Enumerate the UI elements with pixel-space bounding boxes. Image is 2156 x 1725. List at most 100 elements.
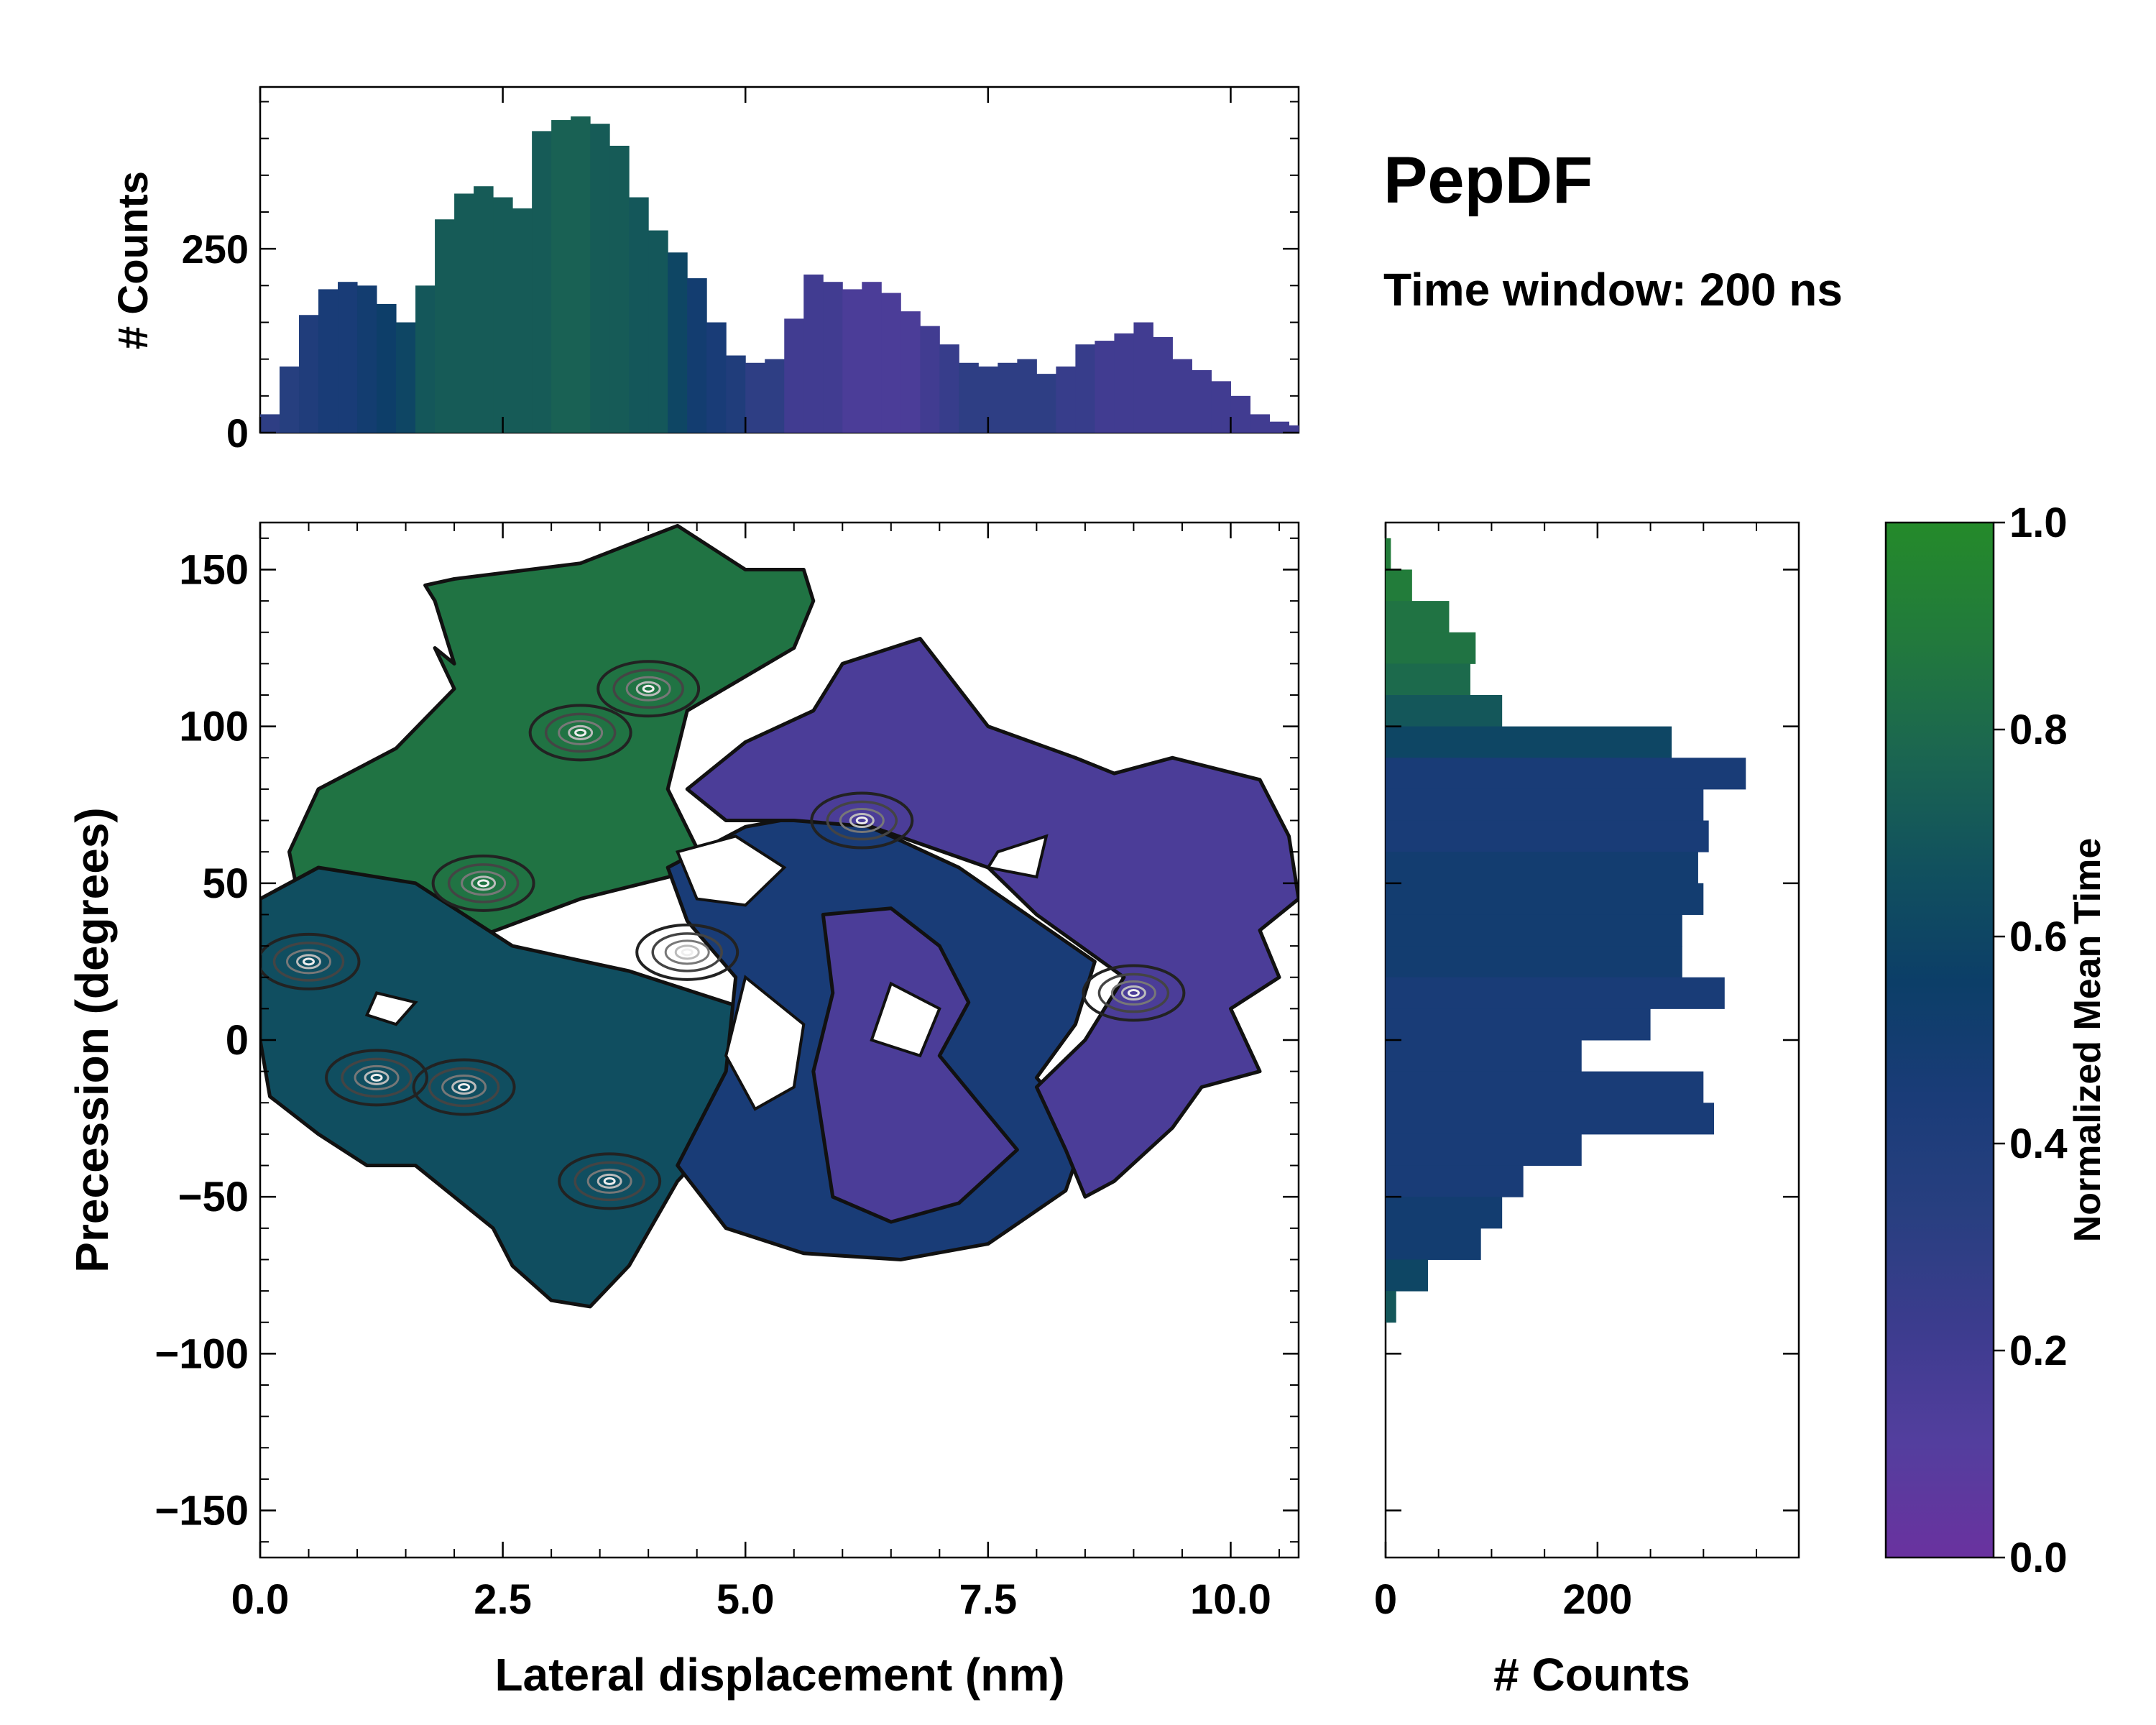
density-contour — [325, 1049, 429, 1107]
heatmap-contours — [260, 660, 1186, 1210]
density-contour — [431, 854, 535, 912]
top-hist-bar — [435, 219, 455, 433]
main-ytick-label: 150 — [179, 546, 249, 593]
top-histogram: 0 250 # Counts — [110, 86, 1300, 456]
density-contour — [603, 1177, 616, 1185]
right-hist-bar — [1386, 663, 1470, 696]
right-hist-bar — [1386, 977, 1725, 1009]
density-contour — [370, 1073, 383, 1082]
density-contour — [839, 808, 885, 834]
right-hist-xtick-label: 200 — [1562, 1576, 1632, 1623]
colorbar-ticks: 0.0 0.2 0.4 0.6 0.8 1.0 — [1994, 500, 2068, 1581]
top-hist-bar — [357, 285, 377, 433]
top-hist-bar — [881, 293, 901, 433]
top-hist-bar — [1017, 359, 1037, 433]
top-hist-bar — [1230, 395, 1250, 433]
density-contour — [528, 704, 632, 762]
density-contour — [681, 948, 694, 957]
density-contour — [354, 1064, 400, 1090]
density-contour — [573, 1161, 645, 1202]
right-hist-bar — [1386, 538, 1391, 570]
colorbar-tick-label: 0.8 — [2009, 707, 2068, 753]
top-hist-bar — [687, 278, 707, 433]
density-contour — [441, 1074, 487, 1100]
main-xtick-label: 5.0 — [717, 1576, 775, 1623]
density-contour — [447, 863, 520, 903]
density-contour — [612, 668, 684, 709]
top-hist-bar — [706, 322, 727, 433]
right-hist-bar — [1386, 1165, 1524, 1197]
right-hist-bar — [1386, 726, 1672, 758]
top-hist-bar — [1192, 370, 1212, 433]
right-hist-bar — [1386, 883, 1704, 915]
colorbar-label: Normalized Mean Time — [2067, 838, 2109, 1243]
density-contour — [428, 1067, 500, 1108]
top-hist-bar — [532, 131, 552, 433]
top-hist-bar — [803, 274, 824, 433]
top-hist-bar — [1211, 381, 1231, 433]
density-contour — [1127, 989, 1140, 998]
top-hist-bar — [377, 303, 397, 433]
top-hist-bar — [299, 315, 319, 433]
colorbar: 0.0 0.2 0.4 0.6 0.8 1.0 Normalized Mean Time — [1884, 500, 2109, 1581]
density-contour — [596, 1173, 622, 1189]
right-histogram: 0 200 # Counts — [1374, 521, 1800, 1701]
heatmap-regions — [260, 523, 1299, 1309]
density-contour — [341, 1057, 413, 1098]
colorbar-gradient — [1884, 521, 1995, 1559]
top-hist-bar — [939, 344, 959, 433]
top-hist-bar — [1289, 425, 1299, 433]
top-hist-bar — [1075, 344, 1095, 433]
main-ytick-label: 0 — [226, 1017, 249, 1064]
top-hist-bar — [1269, 421, 1289, 433]
top-hist-bar — [493, 197, 513, 433]
top-hist-bar — [959, 362, 979, 433]
right-hist-bar — [1386, 601, 1450, 633]
right-hist-bar — [1386, 1228, 1481, 1260]
top-hist-bar — [571, 116, 591, 433]
right-hist-bar — [1386, 788, 1704, 822]
main-ytick-label: −100 — [155, 1330, 249, 1377]
heatmap-region — [260, 865, 777, 1309]
heatmap-hole — [724, 975, 806, 1111]
density-contour — [625, 676, 671, 702]
density-contour — [674, 944, 700, 960]
right-hist-bar — [1386, 1133, 1582, 1167]
heatmap-holes — [364, 834, 1049, 1111]
main-ylabel: Precession (degrees) — [66, 807, 118, 1272]
right-hist-bar — [1386, 632, 1476, 664]
top-hist-bars — [260, 116, 1299, 433]
chart-title: PepDF — [1383, 144, 1593, 217]
top-hist-bar — [1172, 359, 1192, 433]
density-contour — [558, 1152, 662, 1210]
top-hist-bar — [609, 145, 630, 433]
top-hist-bar — [648, 230, 668, 433]
density-contour — [642, 684, 655, 693]
main-ticks: 0.0 2.5 5.0 7.5 10.0 −150 −100 −50 0 50 100 150 — [155, 523, 1299, 1623]
heatmap-region — [811, 906, 1019, 1224]
right-hist-bar — [1386, 1103, 1715, 1135]
right-hist-bar — [1386, 695, 1503, 727]
right-hist-bar — [1386, 1071, 1704, 1103]
main-xtick-label: 7.5 — [959, 1576, 1018, 1623]
density-contour — [826, 800, 898, 841]
right-hist-bar — [1386, 946, 1682, 978]
top-hist-bar — [1153, 336, 1173, 433]
top-hist-ytick-label: 0 — [226, 410, 249, 456]
density-contour — [849, 813, 875, 829]
top-hist-bar — [1133, 322, 1153, 433]
top-hist-bar — [726, 355, 746, 433]
density-contour — [286, 949, 332, 975]
main-xlabel: Lateral displacement (nm) — [494, 1649, 1064, 1701]
heatmap-hole — [364, 991, 418, 1026]
colorbar-tick-label: 0.4 — [2009, 1121, 2068, 1167]
top-hist-bar — [1056, 366, 1076, 433]
top-hist-bar — [1036, 374, 1056, 433]
right-hist-bar — [1386, 569, 1412, 602]
density-contour — [1082, 964, 1186, 1022]
top-hist-bar — [318, 289, 338, 433]
main-heatmap: 0.0 2.5 5.0 7.5 10.0 −150 −100 −50 0 50 100 150 Lat… — [66, 521, 1300, 1701]
top-hist-bar — [842, 289, 862, 433]
main-ytick-label: 50 — [202, 860, 249, 907]
